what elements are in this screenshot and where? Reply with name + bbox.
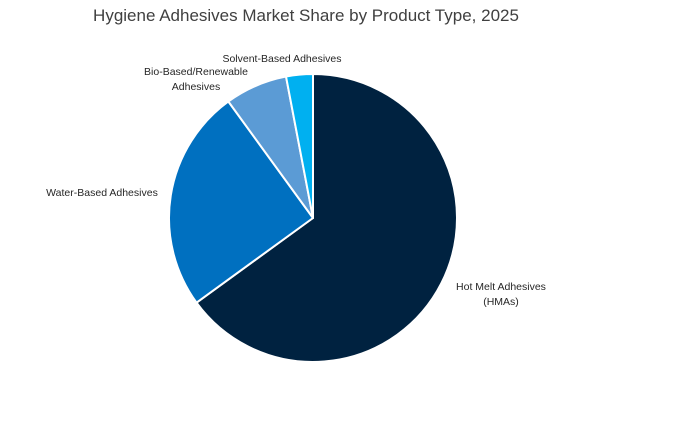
chart-title: Hygiene Adhesives Market Share by Produc… (93, 6, 519, 25)
data-label-water-based-adhesives: Water-Based Adhesives (46, 187, 158, 199)
pie-slice-hot-melt-adhesives-hmas (195, 73, 458, 363)
pie-slice-solvent-based-adhesives (285, 73, 314, 219)
data-label-hot-melt-adhesives-hmas: Hot Melt Adhesives (HMAs) (456, 281, 546, 308)
data-label-solvent-based-adhesives: Solvent-Based Adhesives (222, 53, 341, 65)
pie-slice-water-based-adhesives (168, 100, 314, 304)
data-label-bio-based-renewable-adhesives: Bio-Based/Renewable Adhesives (144, 66, 248, 93)
